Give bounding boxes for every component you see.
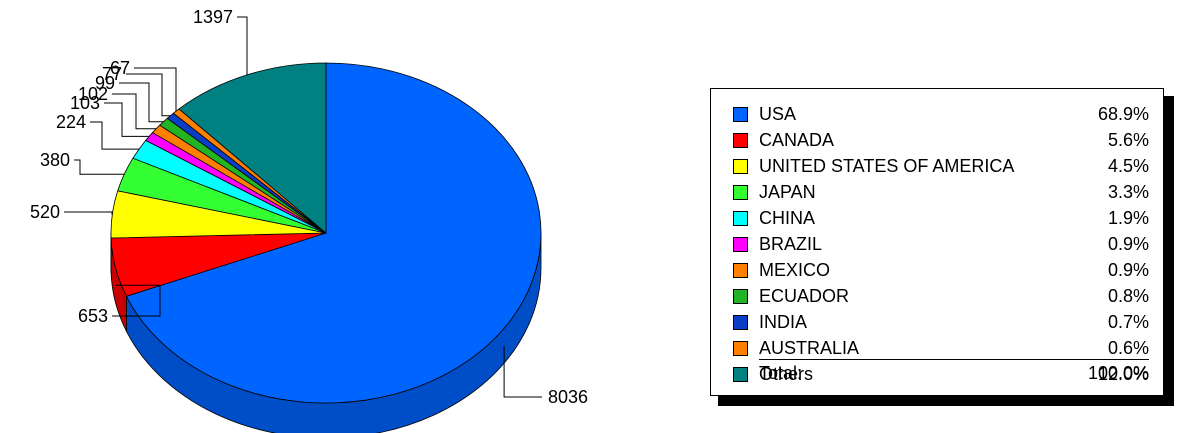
legend-item-brazil: BRAZIL 0.9% xyxy=(733,231,1149,257)
legend-swatch-others xyxy=(733,367,748,382)
legend-percent-australia: 0.6% xyxy=(1108,335,1149,361)
legend-label-united-states-of-america: UNITED STATES OF AMERICA xyxy=(759,153,1014,179)
leader-line-brazil xyxy=(104,103,149,136)
leader-line-china xyxy=(90,122,139,149)
legend-label-australia: AUSTRALIA xyxy=(759,335,859,361)
legend-percent-united-states-of-america: 4.5% xyxy=(1108,153,1149,179)
legend-label-india: INDIA xyxy=(759,309,807,335)
legend-total-label: Total: xyxy=(759,360,802,386)
legend-label-usa: USA xyxy=(759,101,796,127)
legend-label-canada: CANADA xyxy=(759,127,834,153)
leader-line-japan xyxy=(74,160,124,174)
legend-swatch-china xyxy=(733,211,748,226)
legend-percent-ecuador: 0.8% xyxy=(1108,283,1149,309)
legend-percent-china: 1.9% xyxy=(1108,205,1149,231)
legend-item-united-states-of-america: UNITED STATES OF AMERICA 4.5% xyxy=(733,153,1149,179)
legend-label-brazil: BRAZIL xyxy=(759,231,822,257)
leader-line-india xyxy=(126,74,170,116)
legend-label-mexico: MEXICO xyxy=(759,257,830,283)
value-label-united-states-of-america: 520 xyxy=(30,202,60,222)
value-label-canada: 653 xyxy=(78,306,108,326)
pie-slices xyxy=(111,63,541,403)
legend-swatch-mexico xyxy=(733,263,748,278)
legend-swatch-japan xyxy=(733,185,748,200)
value-label-usa: 8036 xyxy=(548,387,588,407)
legend-swatch-india xyxy=(733,315,748,330)
legend-percent-usa: 68.9% xyxy=(1098,101,1149,127)
value-label-others: 1397 xyxy=(193,7,233,27)
legend-percent-india: 0.7% xyxy=(1108,309,1149,335)
legend-percent-brazil: 0.9% xyxy=(1108,231,1149,257)
legend-item-japan: JAPAN 3.3% xyxy=(733,179,1149,205)
legend-swatch-brazil xyxy=(733,237,748,252)
value-label-china: 224 xyxy=(56,112,86,132)
leader-line-united-states-of-america xyxy=(64,212,112,214)
legend-item-usa: USA 68.9% xyxy=(733,101,1149,127)
leader-line-ecuador xyxy=(119,83,164,122)
legend-item-australia: AUSTRALIA 0.6% xyxy=(733,335,1149,361)
value-label-japan: 380 xyxy=(40,150,70,170)
legend-label-japan: JAPAN xyxy=(759,179,816,205)
legend-percent-canada: 5.6% xyxy=(1108,127,1149,153)
legend-swatch-ecuador xyxy=(733,289,748,304)
legend-item-mexico: MEXICO 0.9% xyxy=(733,257,1149,283)
pie-chart: 80366535203802241031029977671397 xyxy=(0,0,700,433)
legend-total-value: 100.0% xyxy=(1088,360,1149,386)
legend-swatch-usa xyxy=(733,107,748,122)
legend-percent-japan: 3.3% xyxy=(1108,179,1149,205)
legend-percent-mexico: 0.9% xyxy=(1108,257,1149,283)
legend-item-india: INDIA 0.7% xyxy=(733,309,1149,335)
legend-swatch-united-states-of-america xyxy=(733,159,748,174)
legend: USA68.9%CANADA5.6%UNITED STATES OF AMERI… xyxy=(710,88,1164,396)
value-label-australia: 67 xyxy=(110,58,130,78)
legend-total-row: Total: 100.0% xyxy=(759,359,1149,386)
legend-label-ecuador: ECUADOR xyxy=(759,283,849,309)
legend-item-china: CHINA 1.9% xyxy=(733,205,1149,231)
legend-swatch-australia xyxy=(733,341,748,356)
legend-label-china: CHINA xyxy=(759,205,815,231)
legend-item-ecuador: ECUADOR 0.8% xyxy=(733,283,1149,309)
leader-line-others xyxy=(237,17,247,75)
legend-swatch-canada xyxy=(733,133,748,148)
legend-item-canada: CANADA 5.6% xyxy=(733,127,1149,153)
